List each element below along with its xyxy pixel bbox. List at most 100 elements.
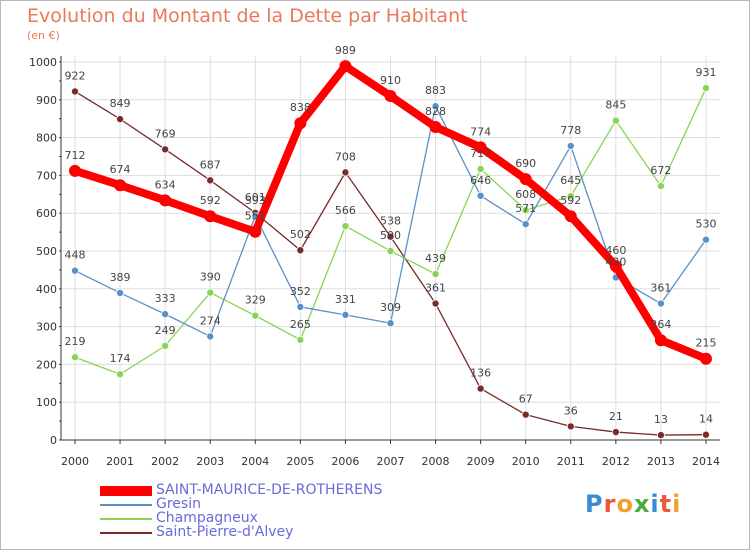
data-label: 674	[110, 163, 131, 176]
data-point	[206, 176, 215, 185]
data-label: 390	[200, 271, 221, 284]
data-point	[521, 410, 530, 419]
data-label: 430	[605, 255, 626, 268]
axes: 0 100 200 300 400 500 600 700 800 900 1000 2000 2001…	[29, 56, 720, 468]
x-tick-label: 2000	[61, 455, 89, 468]
x-tick-label: 2004	[241, 455, 269, 468]
data-label: 989	[335, 44, 356, 57]
data-point	[699, 352, 712, 365]
data-point	[474, 141, 487, 154]
data-point	[116, 370, 125, 379]
y-tick-label: 500	[36, 245, 57, 258]
x-tick-label: 2012	[602, 455, 630, 468]
data-label: 14	[699, 413, 713, 426]
data-point	[71, 353, 80, 362]
data-label: 439	[425, 252, 446, 265]
data-label: 717	[470, 147, 491, 160]
data-point	[431, 270, 440, 279]
data-label: 645	[560, 174, 581, 187]
data-point	[521, 220, 530, 229]
data-point	[114, 179, 127, 192]
data-label: 215	[695, 337, 716, 350]
logo-letter: x	[633, 490, 651, 518]
data-label: 592	[200, 194, 221, 207]
data-label: 690	[515, 157, 536, 170]
y-tick-label: 900	[36, 94, 57, 107]
data-label: 361	[425, 282, 446, 295]
data-point	[656, 299, 665, 308]
legend-swatch	[100, 518, 152, 520]
data-label: 910	[380, 74, 401, 87]
legend-item-champagneux: Champagneux	[100, 510, 430, 526]
data-label: 778	[560, 124, 581, 137]
data-point	[249, 225, 262, 238]
data-point	[71, 87, 80, 96]
x-tick-label: 2005	[286, 455, 314, 468]
data-label: 774	[470, 125, 491, 138]
data-label: 708	[335, 150, 356, 163]
data-point	[339, 60, 352, 73]
data-label: 389	[110, 271, 131, 284]
legend-label: Champagneux	[156, 510, 258, 526]
logo-letter: t	[659, 490, 673, 518]
data-label: 566	[335, 204, 356, 217]
data-label: 331	[335, 293, 356, 306]
y-tick-label: 200	[36, 358, 57, 371]
data-label: 922	[65, 69, 86, 82]
y-tick-label: 600	[36, 207, 57, 220]
data-point	[476, 384, 485, 393]
data-point	[386, 232, 395, 241]
series-lines	[69, 60, 712, 440]
data-label: 634	[155, 178, 176, 191]
y-tick-label: 1000	[29, 56, 57, 69]
x-tick-label: 2010	[512, 455, 540, 468]
data-label: 838	[290, 101, 311, 114]
data-point	[386, 319, 395, 328]
legend-label: Saint-Pierre-d'Alvey	[156, 524, 294, 540]
data-label: 712	[65, 149, 86, 162]
data-point	[701, 84, 710, 93]
data-label: 21	[609, 410, 623, 423]
data-point	[116, 115, 125, 124]
data-label: 264	[650, 318, 671, 331]
data-label: 502	[290, 228, 311, 241]
data-point	[701, 235, 710, 244]
data-point	[296, 246, 305, 255]
data-point	[564, 210, 577, 223]
x-tick-label: 2006	[331, 455, 359, 468]
x-tick-label: 2003	[196, 455, 224, 468]
data-label: 883	[425, 84, 446, 97]
x-tick-label: 2011	[557, 455, 585, 468]
data-label: 530	[695, 218, 716, 231]
x-tick-label: 2008	[422, 455, 450, 468]
line-chart: 922 849 769 687 601 502 708 538 361 136 67 36 21 13 14…	[29, 44, 720, 468]
proxiti-logo: Proxiti	[585, 490, 681, 518]
data-label: 136	[470, 367, 491, 380]
data-point	[69, 164, 81, 177]
data-label: 571	[515, 202, 536, 215]
y-tick-label: 0	[50, 434, 57, 447]
data-point	[384, 90, 397, 103]
data-label: 601	[245, 191, 266, 204]
data-label: 265	[290, 318, 311, 331]
data-label: 36	[564, 404, 578, 417]
legend-item-saint-pierre: Saint-Pierre-d'Alvey	[100, 524, 430, 540]
data-label: 13	[654, 413, 668, 426]
legend-swatch	[100, 486, 152, 496]
legend-swatch	[100, 504, 152, 506]
y-tick-label: 800	[36, 132, 57, 145]
data-point	[341, 310, 350, 319]
data-point	[566, 141, 575, 150]
data-point	[476, 191, 485, 200]
data-point	[611, 428, 620, 437]
data-point	[476, 164, 485, 173]
data-point	[656, 431, 665, 440]
unit-label: (en €)	[27, 29, 60, 42]
chart-title: Evolution du Montant de la Dette par Hab…	[27, 5, 468, 27]
data-point	[656, 181, 665, 190]
logo-letter: o	[616, 490, 634, 518]
data-label: 249	[155, 324, 176, 337]
data-point	[701, 430, 710, 439]
data-label: 174	[110, 352, 131, 365]
legend-label: SAINT-MAURICE-DE-ROTHERENS	[156, 482, 383, 498]
